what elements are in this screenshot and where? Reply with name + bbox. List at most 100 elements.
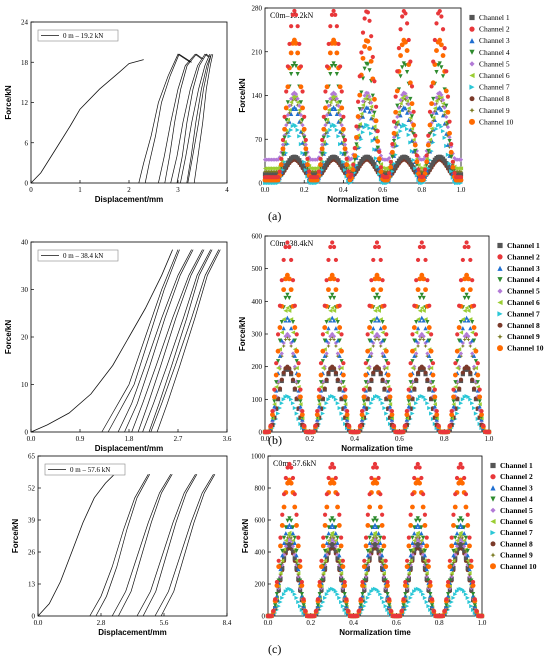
data-point xyxy=(387,171,392,176)
data-point xyxy=(324,353,329,359)
legend-label: 0 m – 57.6 kN xyxy=(70,466,110,474)
data-point xyxy=(376,394,381,400)
data-point xyxy=(299,583,305,588)
unloading-branch xyxy=(176,53,211,184)
data-point xyxy=(387,603,392,608)
legend-label: Channel 2 xyxy=(500,472,533,481)
data-point xyxy=(431,115,436,120)
data-point xyxy=(287,366,292,371)
data-point xyxy=(452,167,457,172)
y-tick-label: 100 xyxy=(252,396,263,404)
x-tick-label: 0 xyxy=(29,186,33,194)
x-tick-label: 2.7 xyxy=(174,435,183,443)
data-point xyxy=(342,583,348,588)
data-point xyxy=(324,377,329,382)
data-point xyxy=(285,335,290,340)
legend-label: Channel 6 xyxy=(507,298,540,307)
unloading-branch xyxy=(107,249,180,433)
data-point xyxy=(360,579,365,585)
data-point xyxy=(409,138,415,143)
data-point xyxy=(296,599,301,605)
data-point xyxy=(367,325,372,330)
data-point xyxy=(467,572,472,577)
legend-label: Channel 8 xyxy=(479,94,510,103)
data-point xyxy=(336,107,341,113)
data-point xyxy=(428,592,433,597)
data-point xyxy=(357,74,362,79)
data-point xyxy=(406,566,411,572)
data-point xyxy=(399,608,404,613)
y-tick-label: 65 xyxy=(28,453,36,461)
data-point xyxy=(412,544,417,549)
chart-title: C0m–38.4kN xyxy=(270,239,314,248)
data-point xyxy=(280,595,285,600)
legend-label: Channel 9 xyxy=(507,332,540,341)
data-point xyxy=(443,88,449,94)
data-point xyxy=(464,292,469,297)
data-point xyxy=(292,90,297,95)
data-point xyxy=(322,338,327,343)
data-point xyxy=(385,579,390,585)
data-point xyxy=(331,308,337,313)
data-point xyxy=(285,120,290,125)
data-point xyxy=(408,59,413,64)
data-point xyxy=(374,480,380,486)
legend-label: Channel 3 xyxy=(507,264,540,273)
data-point xyxy=(387,402,393,407)
data-point xyxy=(462,295,467,301)
data-point xyxy=(285,315,290,320)
data-point xyxy=(324,401,329,406)
data-point xyxy=(374,335,380,340)
data-point xyxy=(376,548,381,553)
legend-label: Channel 5 xyxy=(507,287,540,296)
data-point xyxy=(371,317,376,322)
legend-label: Channel 8 xyxy=(500,539,533,548)
data-point xyxy=(270,417,275,422)
unloading-branch xyxy=(124,249,194,433)
data-point xyxy=(400,107,405,112)
data-point xyxy=(287,295,292,301)
data-point xyxy=(457,303,462,308)
data-point xyxy=(412,353,417,358)
data-point xyxy=(463,492,469,497)
data-point xyxy=(405,21,410,26)
data-point xyxy=(408,548,413,554)
data-point xyxy=(283,531,288,536)
data-point xyxy=(362,108,367,113)
legend-label: Channel 5 xyxy=(500,506,533,515)
data-point xyxy=(422,560,428,565)
data-point xyxy=(425,377,430,382)
y-axis-label: Force/kN xyxy=(4,320,13,354)
data-point xyxy=(294,411,299,416)
data-point xyxy=(408,565,413,571)
data-point xyxy=(289,370,294,375)
data-point xyxy=(281,504,287,510)
loading-branch xyxy=(142,249,212,433)
data-point xyxy=(335,492,340,497)
data-point xyxy=(387,399,393,404)
data-point xyxy=(380,565,385,571)
data-point xyxy=(445,125,451,130)
data-point xyxy=(289,24,294,29)
data-point xyxy=(413,535,419,540)
data-point xyxy=(341,114,346,119)
data-point xyxy=(289,127,294,133)
data-point xyxy=(287,337,292,342)
data-point xyxy=(368,58,374,64)
data-point xyxy=(275,332,281,337)
data-point xyxy=(378,169,384,175)
data-point xyxy=(365,595,370,600)
data-point xyxy=(324,319,329,325)
data-point xyxy=(396,135,402,140)
data-point xyxy=(391,144,397,150)
data-point xyxy=(313,423,318,428)
data-point xyxy=(408,380,413,385)
x-tick-label: 3.6 xyxy=(223,435,232,443)
y-axis-label: Force/kN xyxy=(238,78,247,112)
data-point xyxy=(440,74,446,79)
data-point xyxy=(272,387,277,392)
panel-label-c: (c) xyxy=(268,642,282,656)
data-point xyxy=(337,364,342,369)
hysteresis-chart-c-left: 0.0 2.8 5.6 8.401326395265Displacement/mmFo… xyxy=(11,453,232,638)
data-point xyxy=(417,465,422,470)
